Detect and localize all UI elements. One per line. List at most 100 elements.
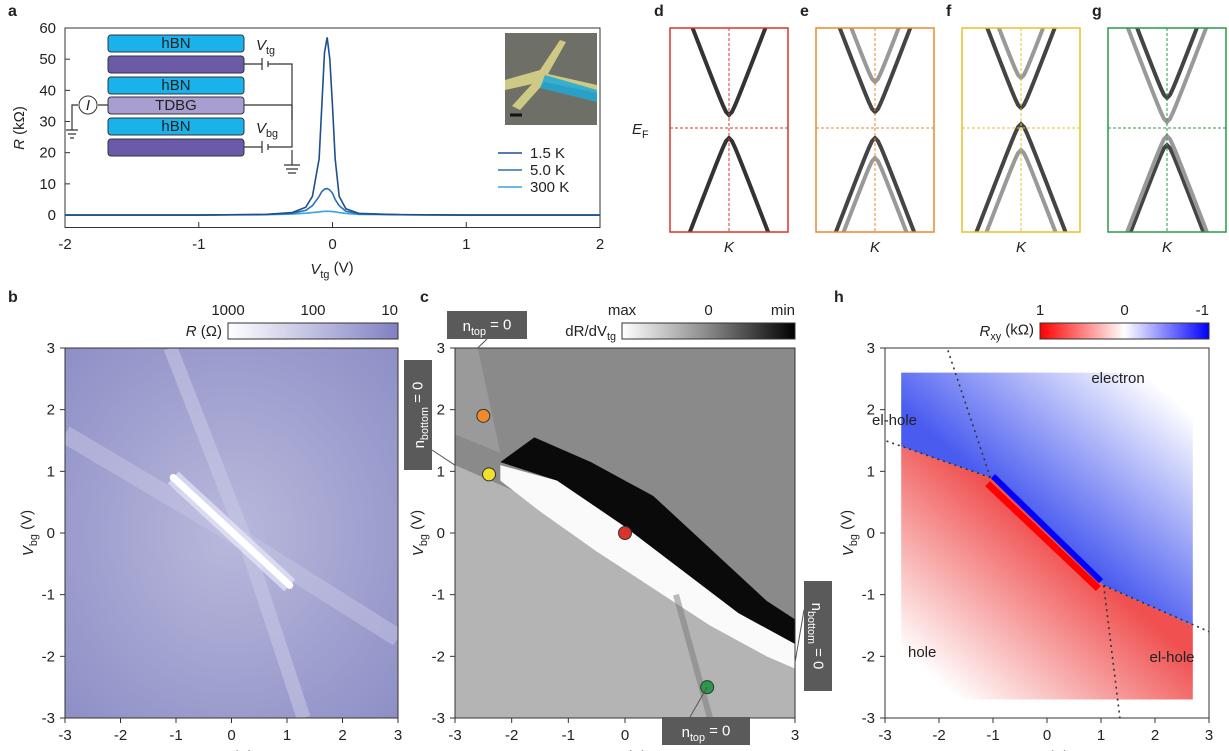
x-tick-label: 2 (596, 236, 604, 253)
label-part: bg (28, 534, 40, 546)
x-tick-label: 0 (227, 727, 235, 744)
y-tick-label: 3 (867, 340, 875, 357)
colorbar-tick-label: 10 (381, 302, 398, 319)
label-part: tg (266, 45, 275, 57)
band-plot (815, 0, 935, 306)
y-axis-label: R (kΩ) (11, 106, 28, 150)
k-label: K (1016, 239, 1027, 256)
legend-label: 5.0 K (530, 162, 565, 179)
x-tick-label: 3 (1205, 727, 1213, 744)
x-tick-label: 2 (1151, 727, 1159, 744)
x-tick-label: -1 (986, 727, 999, 744)
label-part: tg (320, 269, 329, 281)
region-label: el-hole (872, 412, 917, 429)
label-part: bottom (419, 407, 431, 440)
annotation: ntop = 0 (447, 311, 527, 339)
x-tick-label: 1 (462, 236, 470, 253)
gate-label: Vbg (256, 120, 278, 140)
x-tick-label: 0 (621, 727, 629, 744)
panel-label: b (8, 289, 18, 306)
state-marker (483, 468, 496, 481)
fermi-label: EF (632, 121, 649, 141)
label-part: top (690, 732, 705, 744)
label-part: R (186, 323, 197, 340)
label-part: F (642, 129, 649, 141)
y-tick-label: 0 (47, 525, 55, 542)
y-tick-label: -3 (432, 710, 445, 727)
x-tick-label: 0 (1043, 727, 1051, 744)
y-tick-label: 1 (867, 463, 875, 480)
panel-label: e (800, 3, 809, 20)
annotation-leader (478, 339, 487, 348)
colorbar-tick-label: 1000 (211, 302, 244, 319)
x-tick-label: -1 (192, 236, 205, 253)
stack-layer (108, 139, 244, 156)
region-label: el-hole (1149, 649, 1194, 666)
panel-label: c (420, 289, 429, 306)
label-part: (V) (839, 510, 856, 530)
annotation-leader (795, 610, 804, 663)
label-part: = 0 (490, 317, 511, 334)
label-part: top (471, 326, 486, 338)
y-tick-label: -1 (432, 587, 445, 604)
y-tick-label: -2 (432, 648, 445, 665)
label-part: (V) (19, 510, 36, 530)
y-tick-label: 10 (39, 176, 56, 193)
y-tick-label: -2 (862, 648, 875, 665)
colorbar-title: R (Ω) (186, 323, 222, 340)
label-part: (kΩ) (11, 106, 28, 135)
label-part: R (979, 323, 990, 340)
region-label: electron (1091, 370, 1144, 387)
y-tick-label: -3 (862, 710, 875, 727)
x-tick-label: 1 (1097, 727, 1105, 744)
panel-label: a (8, 3, 17, 20)
layer-label: hBN (161, 118, 190, 135)
colorbar-tick-label: max (608, 302, 637, 319)
y-tick-label: 0 (48, 207, 56, 224)
y-tick-label: 60 (39, 20, 56, 37)
panel-label: f (946, 3, 952, 20)
current-label: I (86, 97, 90, 114)
y-tick-label: -1 (42, 587, 55, 604)
colorbar-tick-label: 0 (1120, 302, 1128, 319)
y-tick-label: 3 (437, 340, 445, 357)
y-tick-label: -2 (42, 648, 55, 665)
stack-layer (108, 56, 244, 73)
label-part: tg (607, 331, 616, 343)
colorbar-tick-label: min (771, 302, 795, 319)
label-part: (Ω) (201, 323, 222, 340)
x-tick-label: -2 (932, 727, 945, 744)
layer-label: hBN (161, 35, 190, 52)
band-panels: dKeKfKgK (654, 0, 1227, 306)
x-tick-label: -1 (562, 727, 575, 744)
y-tick-label: 0 (867, 525, 875, 542)
colorbar-title: Rxy (kΩ) (979, 322, 1034, 343)
label-part: (kΩ) (1005, 322, 1034, 339)
label-part: bg (848, 534, 860, 546)
label-part: n (682, 724, 690, 741)
y-tick-label: 30 (39, 114, 56, 131)
label-part: n (411, 440, 428, 448)
y-axis-label: Vbg (V) (19, 510, 40, 556)
region-label: hole (908, 644, 936, 661)
y-tick-label: 2 (47, 402, 55, 419)
colorbar-tick-label: 0 (704, 302, 712, 319)
colorbar (1040, 323, 1209, 339)
k-label: K (870, 239, 881, 256)
y-tick-label: -3 (42, 710, 55, 727)
y-tick-label: 40 (39, 82, 56, 99)
x-tick-label: 3 (791, 727, 799, 744)
annotation: nbottom = 0 (404, 360, 432, 470)
circuit-wire (244, 105, 292, 147)
colorbar-tick-label: 100 (300, 302, 325, 319)
panel-label: h (834, 289, 844, 306)
circuit-wire (284, 150, 300, 173)
label-part: bg (418, 534, 430, 546)
legend-label: 1.5 K (530, 145, 565, 162)
gate-label: Vtg (256, 37, 275, 57)
layer-label: hBN (161, 77, 190, 94)
label-part: = 0 (809, 648, 826, 669)
label-part: dR/dV (565, 323, 607, 340)
x-tick-label: 1 (283, 727, 291, 744)
panel-label: d (654, 3, 664, 20)
